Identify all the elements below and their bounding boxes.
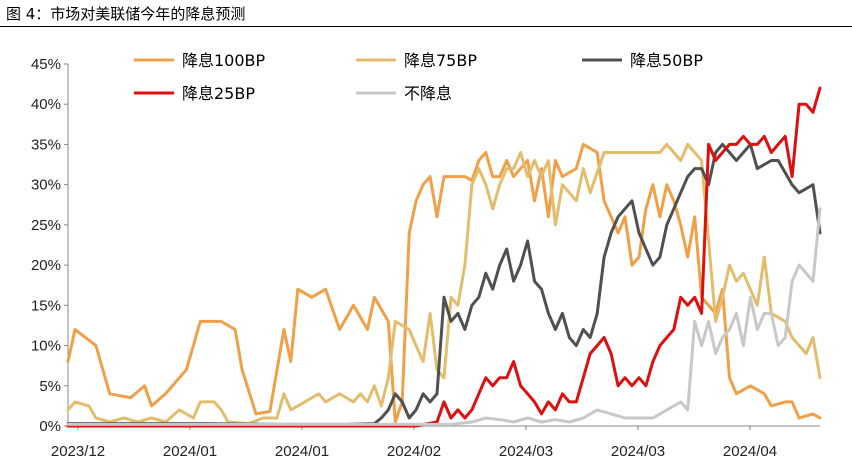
x-tick-label: 2024/04 (723, 443, 777, 460)
series-line-1 (66, 142, 822, 426)
series-line-4 (66, 207, 822, 426)
y-tick-label: 40% (31, 96, 61, 113)
y-tick-label: 45% (31, 56, 61, 73)
x-tick-label: 2024/03 (499, 443, 553, 460)
legend-label: 降息75BP (404, 51, 477, 70)
series-line-2 (66, 142, 822, 426)
x-tick-label: 2024/01 (275, 443, 329, 460)
legend-label: 降息25BP (182, 84, 255, 103)
x-tick-label: 2024/03 (611, 443, 665, 460)
y-tick-label: 15% (31, 297, 61, 314)
x-tick-label: 2024/01 (163, 443, 217, 460)
y-tick-label: 0% (39, 418, 61, 435)
figure-title: 图 4：市场对美联储今年的降息预测 (6, 5, 246, 23)
title-rule (0, 26, 852, 27)
x-tick-label: 2023/12 (51, 443, 105, 460)
legend-label: 降息100BP (182, 51, 266, 70)
y-tick-label: 5% (39, 378, 61, 395)
series-line-3 (66, 86, 822, 428)
y-tick-label: 20% (31, 257, 61, 274)
legend: 降息100BP 降息75BP 降息50BP 降息25BP 不降息 (134, 51, 703, 103)
y-tick-label: 35% (31, 136, 61, 153)
y-tick-label: 25% (31, 217, 61, 234)
axes: 0% 5% 10% 15% 20% 25% 30% 35% 40% 45% 2023/12 2024/… (31, 56, 820, 460)
legend-label: 降息50BP (630, 51, 703, 70)
legend-label: 不降息 (404, 84, 452, 103)
series-line-0 (66, 142, 822, 424)
y-tick-label: 30% (31, 177, 61, 194)
series-lines (66, 86, 822, 428)
y-tick-label: 10% (31, 338, 61, 355)
x-tick-label: 2024/02 (387, 443, 441, 460)
